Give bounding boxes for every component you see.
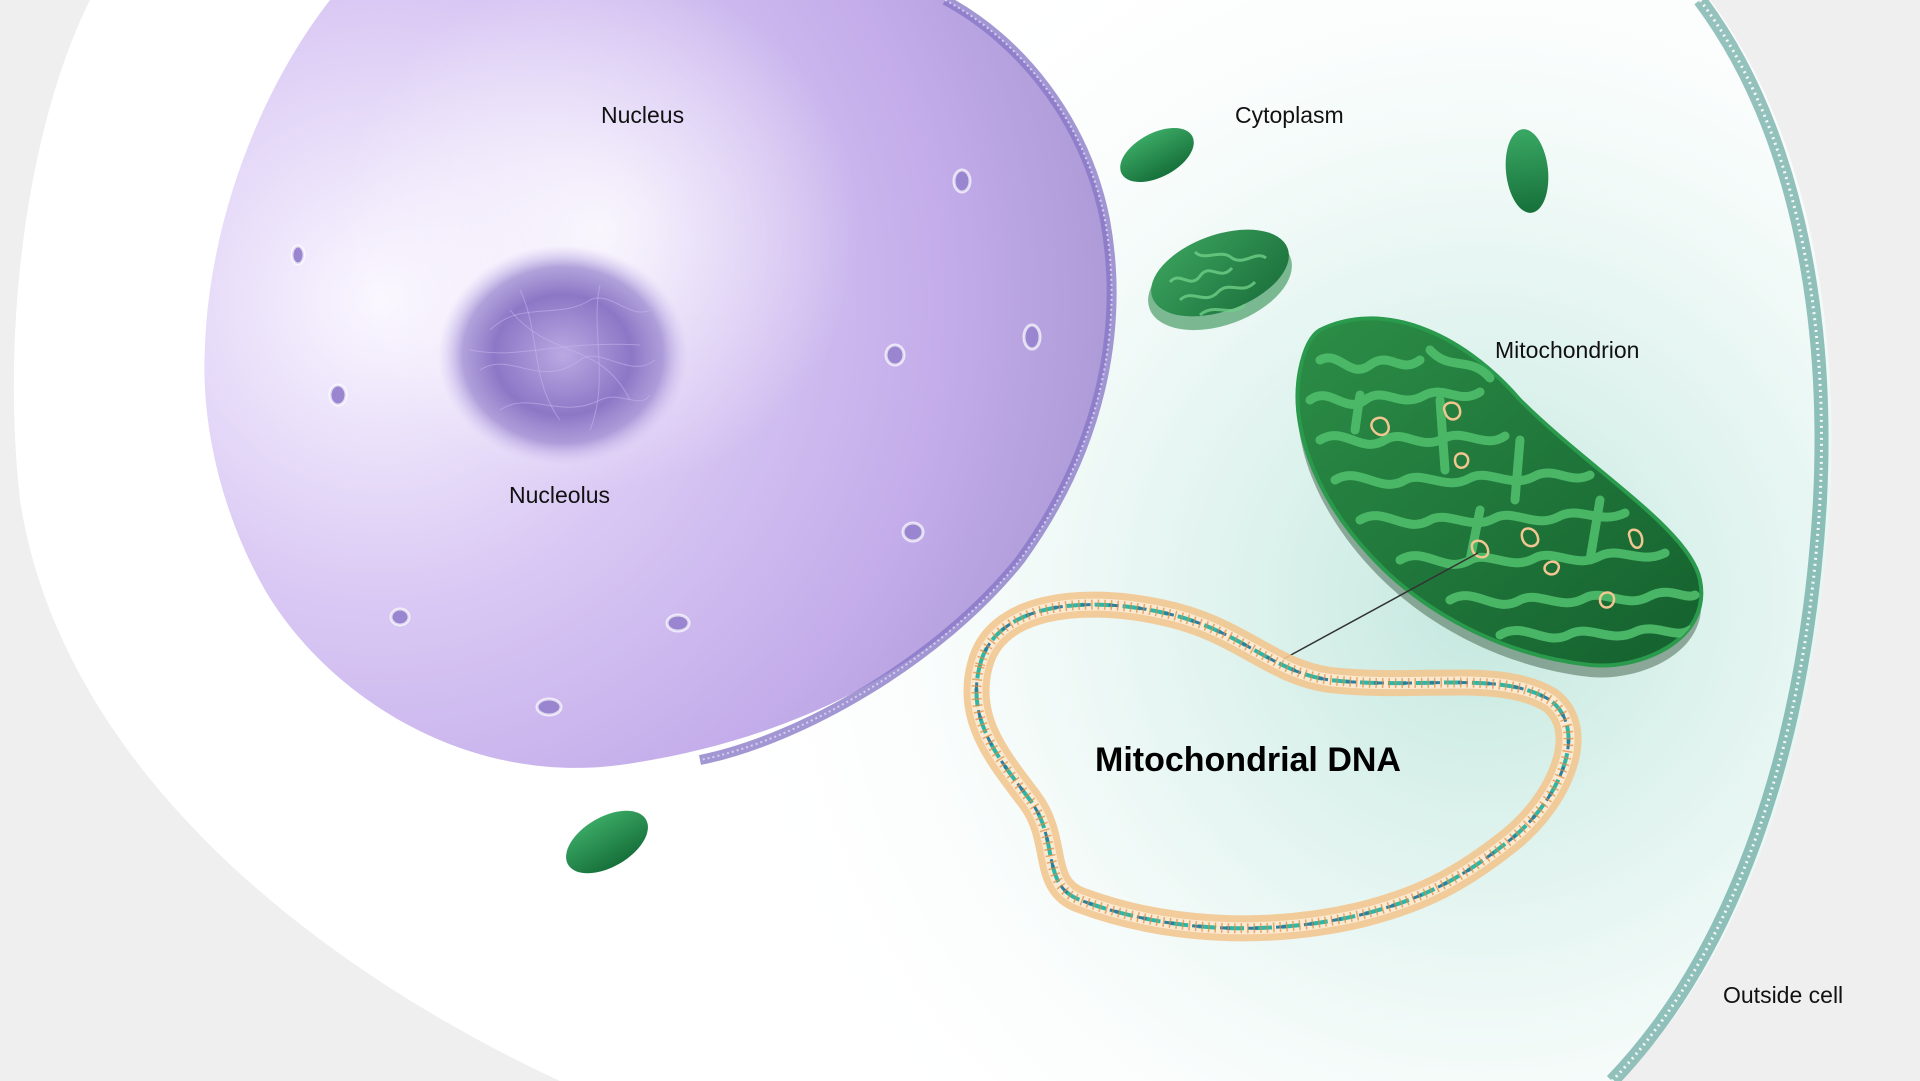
nuclear-pores <box>290 168 1042 717</box>
label-nucleus: Nucleus <box>601 102 685 128</box>
label-nucleolus: Nucleolus <box>509 482 610 508</box>
nucleolus <box>438 245 688 465</box>
label-cytoplasm: Cytoplasm <box>1235 102 1344 128</box>
green-vesicles <box>566 127 1549 874</box>
mitochondrial-dna-ring <box>963 591 1582 942</box>
nuclear-envelope <box>699 0 1117 765</box>
label-mitochondrial-dna: Mitochondrial DNA <box>1095 741 1401 779</box>
label-mitochondrion: Mitochondrion <box>1495 337 1640 363</box>
large-mitochondrion <box>1295 316 1704 678</box>
mtdna-nucleoids <box>1370 401 1644 609</box>
small-mitochondrion <box>1148 229 1292 331</box>
label-outside-cell: Outside cell <box>1723 982 1844 1008</box>
dna-pointer-line <box>1277 552 1479 663</box>
